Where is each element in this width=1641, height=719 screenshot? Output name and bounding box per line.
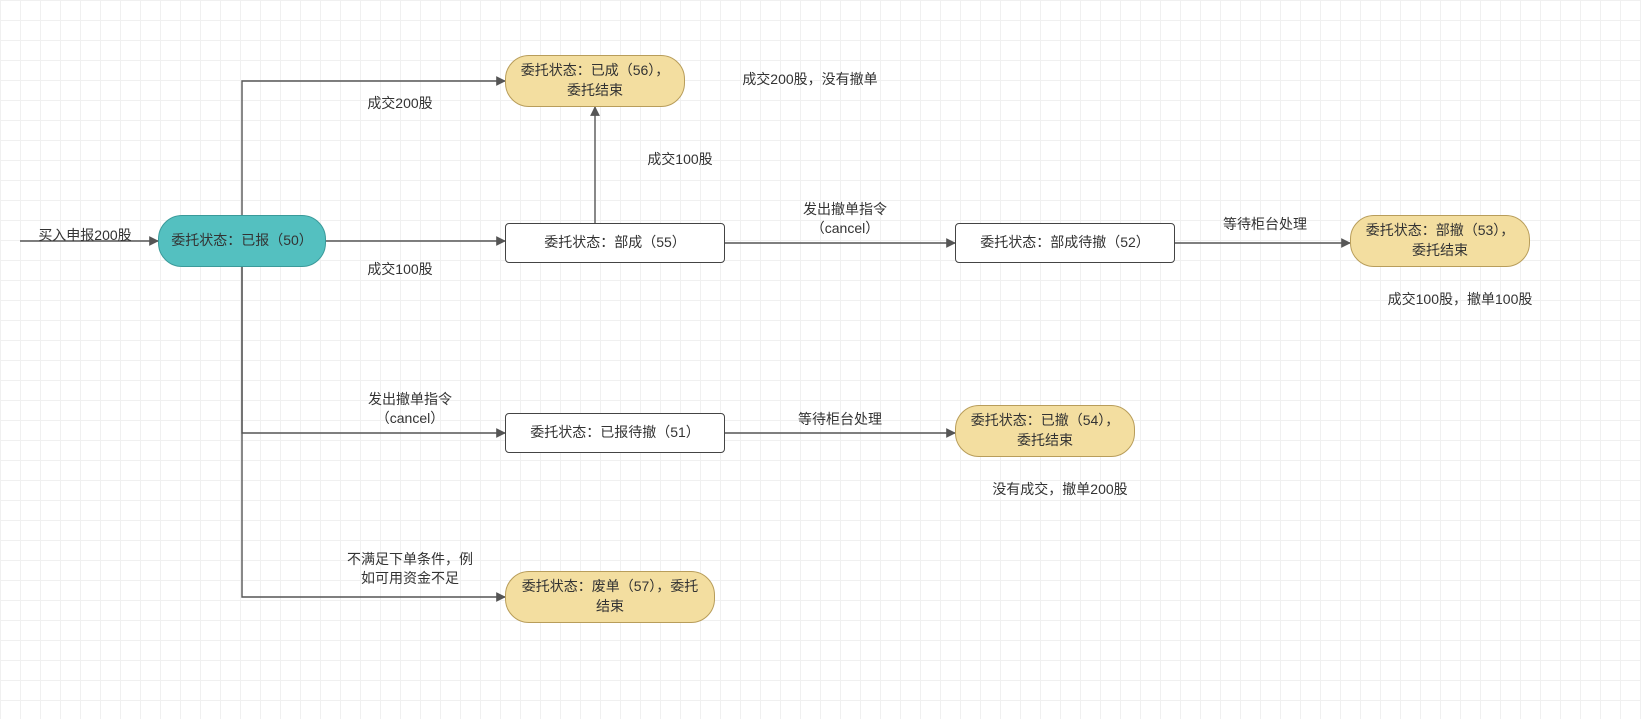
edge-label-e50_57: 不满足下单条件，例 如可用资金不足 — [325, 550, 495, 588]
edge-label-e55_56: 成交100股 — [620, 150, 740, 169]
node-n53: 委托状态：部撤（53），委托结束 — [1350, 215, 1530, 267]
edge-label-e51_54: 等待柜台处理 — [775, 410, 905, 429]
node-n50: 委托状态：已报（50） — [158, 215, 326, 267]
node-n57: 委托状态：废单（57），委托结束 — [505, 571, 715, 623]
edges-svg — [0, 0, 1641, 719]
edge-label-e50_55: 成交100股 — [340, 260, 460, 279]
node-n52: 委托状态：部成待撤（52） — [955, 223, 1175, 263]
annotation-a54: 没有成交，撤单200股 — [960, 480, 1160, 499]
edge-label-e52_53: 等待柜台处理 — [1200, 215, 1330, 234]
node-n51: 委托状态：已报待撤（51） — [505, 413, 725, 453]
annotation-a56: 成交200股，没有撤单 — [710, 70, 910, 89]
node-n54: 委托状态：已撤（54），委托结束 — [955, 405, 1135, 457]
edge-label-in_50: 买入申报200股 — [25, 226, 145, 245]
edge-label-e50_56: 成交200股 — [340, 94, 460, 113]
node-n56: 委托状态：已成（56），委托结束 — [505, 55, 685, 107]
edge-label-e50_51: 发出撤单指令 （cancel） — [335, 390, 485, 428]
diagram-layer: 委托状态：已报（50）委托状态：部成（55）委托状态：已成（56），委托结束委托… — [0, 0, 1641, 719]
annotation-a53: 成交100股，撤单100股 — [1360, 290, 1560, 309]
edge-e50_57 — [242, 267, 505, 597]
node-n55: 委托状态：部成（55） — [505, 223, 725, 263]
edge-label-e55_52: 发出撤单指令 （cancel） — [770, 200, 920, 238]
